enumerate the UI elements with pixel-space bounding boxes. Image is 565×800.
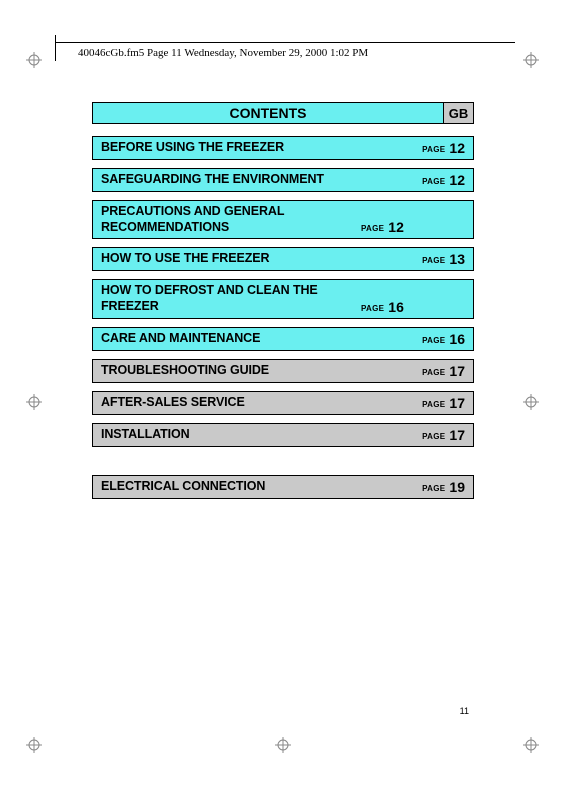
toc-page-label: PAGE [422, 432, 445, 443]
crop-mark-icon [26, 52, 42, 68]
toc-entry-title: AFTER-SALES SERVICE [101, 395, 422, 411]
toc-entry: SAFEGUARDING THE ENVIRONMENTPAGE 12 [92, 168, 474, 192]
toc-page-label: PAGE [422, 368, 445, 379]
toc-page-label: PAGE [361, 304, 384, 315]
page-number: 11 [460, 706, 469, 716]
toc-page-label: PAGE [361, 224, 384, 235]
crop-mark-icon [275, 737, 291, 753]
toc-entry-title: ELECTRICAL CONNECTION [101, 479, 422, 495]
toc-entry: HOW TO USE THE FREEZERPAGE 13 [92, 247, 474, 271]
toc-page-label: PAGE [422, 177, 445, 188]
toc-entry: HOW TO DEFROST AND CLEAN THE FREEZERPAGE… [92, 279, 474, 318]
toc-page-number: 19 [449, 479, 465, 495]
toc-page-label: PAGE [422, 336, 445, 347]
toc-page-number: 17 [449, 395, 465, 411]
toc-page-number: 12 [449, 172, 465, 188]
toc-page-label: PAGE [422, 400, 445, 411]
toc-page-number: 16 [449, 331, 465, 347]
toc-entry-title: BEFORE USING THE FREEZER [101, 140, 422, 156]
toc-page-label: PAGE [422, 484, 445, 495]
crop-mark-icon [26, 394, 42, 410]
toc-page-label: PAGE [422, 256, 445, 267]
contents-block: CONTENTS GB BEFORE USING THE FREEZERPAGE… [92, 102, 474, 507]
toc-entry: CARE AND MAINTENANCEPAGE 16 [92, 327, 474, 351]
toc-entry-title: SAFEGUARDING THE ENVIRONMENT [101, 172, 422, 188]
toc-entry-title: INSTALLATION [101, 427, 422, 443]
toc-entry-title: TROUBLESHOOTING GUIDE [101, 363, 422, 379]
toc-page-number: 17 [449, 363, 465, 379]
toc-page-number: 12 [388, 219, 404, 235]
header-vertical-rule [55, 35, 56, 61]
toc-page-number: 17 [449, 427, 465, 443]
header-rule [55, 42, 515, 43]
toc-entry-title: CARE AND MAINTENANCE [101, 331, 422, 347]
toc-entry: BEFORE USING THE FREEZERPAGE 12 [92, 136, 474, 160]
toc-page-number: 16 [388, 299, 404, 315]
title-row: CONTENTS GB [92, 102, 474, 124]
toc-entry: PRECAUTIONS AND GENERAL RECOMMENDATIONSP… [92, 200, 474, 239]
toc-entry: TROUBLESHOOTING GUIDEPAGE 17 [92, 359, 474, 383]
crop-mark-icon [523, 394, 539, 410]
toc-entry: AFTER-SALES SERVICEPAGE 17 [92, 391, 474, 415]
toc-page-number: 13 [449, 251, 465, 267]
contents-title: CONTENTS [92, 102, 444, 124]
toc-entry-title: HOW TO DEFROST AND CLEAN THE FREEZER [101, 283, 361, 314]
toc-page-label: PAGE [422, 145, 445, 156]
toc-entry: INSTALLATIONPAGE 17 [92, 423, 474, 447]
contents-entries: BEFORE USING THE FREEZERPAGE12SAFEGUARDI… [92, 136, 474, 499]
toc-entry-title: PRECAUTIONS AND GENERAL RECOMMENDATIONS [101, 204, 361, 235]
toc-entry: ELECTRICAL CONNECTIONPAGE 19 [92, 475, 474, 499]
language-badge: GB [444, 102, 474, 124]
page: 40046cGb.fm5 Page 11 Wednesday, November… [0, 0, 565, 800]
header-text: 40046cGb.fm5 Page 11 Wednesday, November… [78, 47, 368, 59]
crop-mark-icon [523, 52, 539, 68]
crop-mark-icon [26, 737, 42, 753]
crop-mark-icon [523, 737, 539, 753]
toc-entry-title: HOW TO USE THE FREEZER [101, 251, 422, 267]
toc-page-number: 12 [449, 140, 465, 156]
